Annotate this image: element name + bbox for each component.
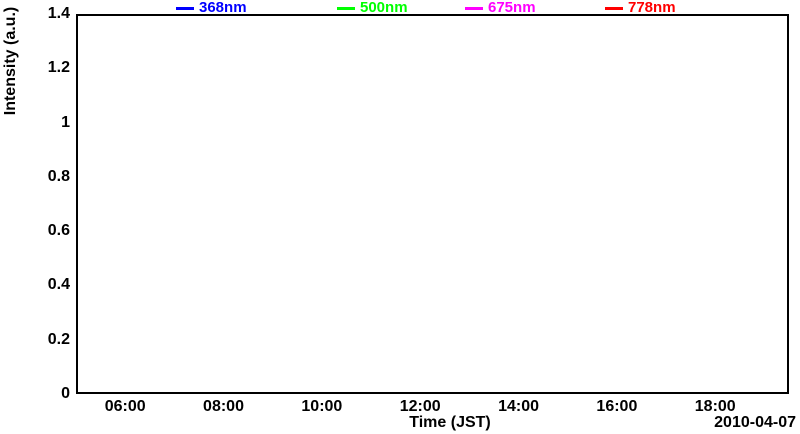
legend-line-swatch-icon bbox=[337, 6, 355, 10]
y-axis-tick-label: 0.4 bbox=[47, 276, 70, 294]
y-axis-title: Intensity (a.u.) bbox=[2, 6, 19, 116]
x-axis-tick-label: 16:00 bbox=[596, 398, 638, 415]
y-axis-tick-label: 0.2 bbox=[47, 330, 70, 348]
legend-entry-label: 368nm bbox=[199, 0, 247, 16]
legend-line-swatch-icon bbox=[176, 6, 194, 10]
x-axis-tick-label: 08:00 bbox=[203, 398, 244, 415]
legend-line-swatch-icon bbox=[605, 6, 623, 10]
y-axis-tick-label: 0.6 bbox=[47, 222, 70, 240]
y-axis-tick-label: 1.4 bbox=[47, 5, 70, 22]
legend-line-swatch-icon bbox=[465, 6, 483, 10]
x-axis-tick-label: 10:00 bbox=[301, 398, 343, 415]
legend-entry-label: 500nm bbox=[360, 0, 408, 16]
legend-entry-label: 675nm bbox=[488, 0, 536, 16]
legend-entry[interactable]: 675nm bbox=[465, 0, 536, 16]
legend-entry[interactable]: 778nm bbox=[605, 0, 676, 16]
x-axis-tick-label: 14:00 bbox=[498, 398, 539, 415]
date-annotation: 2010-04-07 bbox=[714, 414, 796, 431]
y-axis-tick-label: 0.8 bbox=[47, 167, 70, 185]
x-axis-tick-label: 18:00 bbox=[694, 398, 736, 415]
legend-entry[interactable]: 500nm bbox=[337, 0, 408, 16]
legend-entry-label: 778nm bbox=[628, 0, 676, 16]
y-axis-tick-label: 0 bbox=[61, 385, 70, 402]
y-axis-tick-label: 1 bbox=[61, 113, 70, 131]
chart-legend: 368nm 500nm 675nm 778nm bbox=[0, 0, 800, 16]
legend-entry[interactable]: 368nm bbox=[176, 0, 247, 16]
x-axis-tick-label: 12:00 bbox=[399, 398, 441, 415]
y-axis-tick-label: 1.2 bbox=[47, 59, 70, 77]
plot-frame bbox=[76, 14, 789, 394]
x-axis-tick-label: 06:00 bbox=[104, 398, 146, 415]
x-axis-title: Time (JST) bbox=[409, 414, 491, 431]
